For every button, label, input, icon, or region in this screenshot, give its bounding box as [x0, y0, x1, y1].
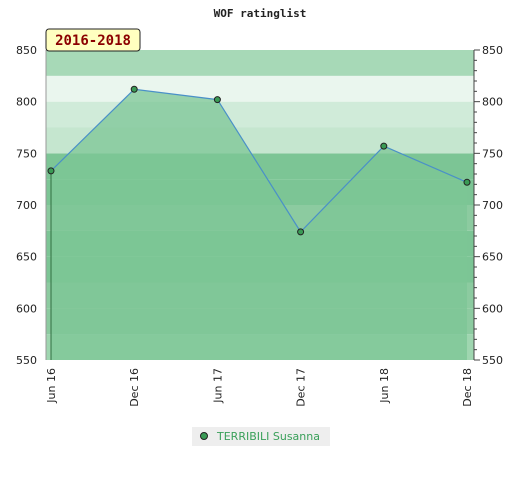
y-tick-label-right: 650 — [482, 251, 503, 264]
x-axis: Jun 16 Dec 16 Jun 17 Dec 17 Jun 18 Dec 18 — [45, 368, 474, 407]
y-tick-label-right: 600 — [482, 302, 503, 315]
x-tick-label: Dec 17 — [295, 368, 308, 407]
x-tick-label: Jun 18 — [378, 368, 391, 404]
data-point — [463, 178, 471, 186]
series-line — [50, 88, 468, 233]
grid-band — [46, 75, 474, 102]
period-badge: 2016-2018 — [45, 28, 141, 52]
chart-title: WOF ratinglist — [214, 7, 307, 20]
y-tick-label-right: 700 — [482, 199, 503, 212]
x-tick-label: Dec 16 — [128, 368, 141, 407]
x-tick-label: Dec 18 — [461, 368, 474, 407]
x-tick-label: Jun 17 — [211, 368, 224, 404]
y-tick-label-right: 800 — [482, 96, 503, 109]
period-badge-label: 2016-2018 — [55, 33, 131, 49]
y-tick-label-left: 800 — [16, 96, 37, 109]
y-tick-label-left: 850 — [16, 44, 37, 57]
legend-label: TERRIBILI Susanna — [216, 430, 320, 443]
y-axis-right: 550 600 650 700 750 800 850 — [473, 44, 503, 367]
x-tick-label: Jun 16 — [45, 368, 58, 404]
y-tick-label-right: 750 — [482, 147, 503, 160]
y-tick-label-left: 750 — [16, 147, 37, 160]
y-tick-label-right: 850 — [482, 44, 503, 57]
y-tick-label-left: 600 — [16, 302, 37, 315]
data-point — [297, 228, 305, 236]
data-markers — [47, 85, 471, 236]
legend: TERRIBILI Susanna — [192, 427, 330, 446]
series-area — [51, 89, 467, 361]
data-point — [380, 142, 388, 150]
area-layer — [50, 88, 468, 361]
grid-band — [46, 50, 474, 76]
y-tick-label-left: 650 — [16, 251, 37, 264]
data-point — [47, 167, 55, 175]
data-point — [213, 96, 221, 104]
y-tick-label-left: 700 — [16, 199, 37, 212]
data-point — [130, 85, 138, 93]
legend-marker — [200, 432, 208, 440]
y-axis-left: 550 600 650 700 750 800 850 — [16, 44, 47, 367]
y-tick-label-right: 550 — [482, 354, 503, 367]
y-tick-label-left: 550 — [16, 354, 37, 367]
